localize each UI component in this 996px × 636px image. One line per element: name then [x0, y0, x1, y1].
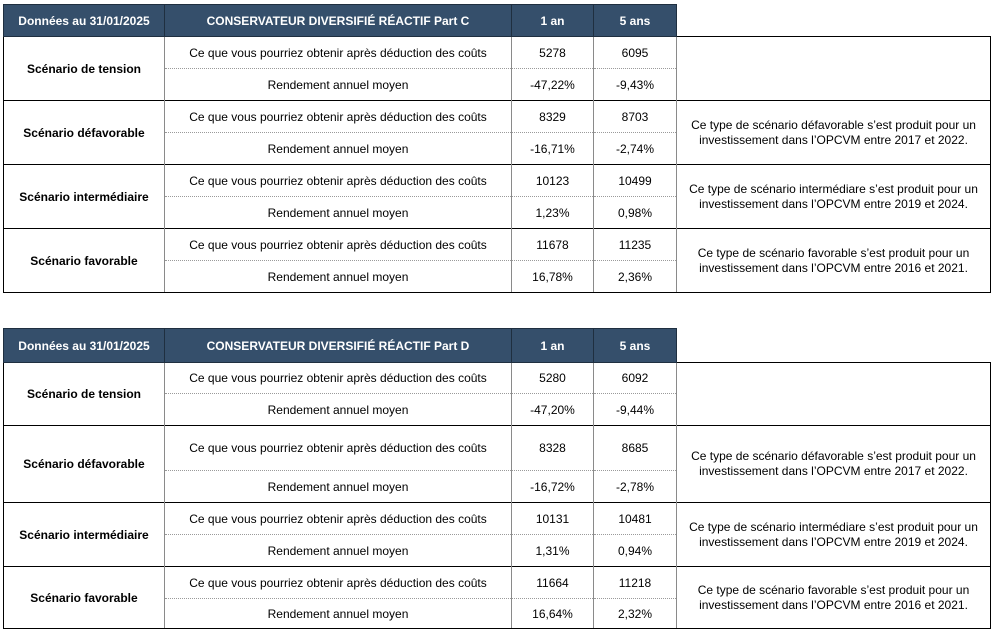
- scenario-note: Ce type de scénario favorable s’est prod…: [676, 228, 991, 293]
- row-label: Rendement annuel moyen: [164, 196, 512, 229]
- row-label: Rendement annuel moyen: [164, 598, 512, 629]
- row-label: Ce que vous pourriez obtenir après déduc…: [164, 502, 512, 535]
- row-label: Ce que vous pourriez obtenir après déduc…: [164, 425, 512, 471]
- table-row: Scénario de tension Ce que vous pourriez…: [3, 362, 991, 426]
- value-5-years: -9,44%: [593, 393, 677, 426]
- value-1-year: -47,22%: [511, 68, 594, 101]
- value-1-year: -16,71%: [511, 132, 594, 165]
- table-row: Scénario de tension Ce que vous pourriez…: [3, 36, 991, 101]
- scenario-note: Ce type de scénario défavorable s’est pr…: [676, 100, 991, 165]
- table-row: Rendement annuel moyen -47,20% -9,44%: [4, 393, 991, 426]
- value-1-year: -47,20%: [511, 393, 594, 426]
- row-label: Rendement annuel moyen: [164, 260, 512, 293]
- value-1-year: 11678: [511, 228, 594, 261]
- value-1-year: 8329: [511, 100, 594, 133]
- value-1-year: 1,23%: [511, 196, 594, 229]
- row-label: Ce que vous pourriez obtenir après déduc…: [164, 228, 512, 261]
- value-1-year: 1,31%: [511, 534, 594, 567]
- row-label: Ce que vous pourriez obtenir après déduc…: [164, 566, 512, 599]
- value-1-year: 16,78%: [511, 260, 594, 293]
- scenario-name: Scénario de tension: [3, 362, 165, 426]
- table-row: Scénario intermédiaire Ce que vous pourr…: [3, 502, 991, 567]
- header-date: Données au 31/01/2025: [3, 4, 165, 37]
- performance-table-part-c: Données au 31/01/2025 CONSERVATEUR DIVER…: [3, 4, 991, 293]
- value-1-year: -16,72%: [511, 470, 594, 503]
- value-1-year: 10123: [511, 164, 594, 197]
- row-label: Rendement annuel moyen: [164, 534, 512, 567]
- value-1-year: 8328: [511, 425, 594, 471]
- header-date: Données au 31/01/2025: [3, 328, 165, 363]
- value-1-year: 5280: [511, 362, 594, 394]
- value-5-years: 11218: [593, 566, 677, 599]
- header-blank: [676, 328, 991, 363]
- scenario-note: Ce type de scénario favorable s’est prod…: [676, 566, 991, 629]
- value-5-years: 8703: [593, 100, 677, 133]
- scenario-name: Scénario défavorable: [3, 100, 165, 165]
- scenario-name: Scénario de tension: [3, 36, 165, 101]
- value-5-years: 11235: [593, 228, 677, 261]
- value-5-years: 10481: [593, 502, 677, 535]
- table-row: Rendement annuel moyen 16,78% 2,36%: [4, 260, 991, 293]
- value-5-years: -2,78%: [593, 470, 677, 503]
- value-5-years: -2,74%: [593, 132, 677, 165]
- row-label: Rendement annuel moyen: [164, 68, 512, 101]
- header-fund-name: CONSERVATEUR DIVERSIFIÉ RÉACTIF Part D: [164, 328, 512, 363]
- value-5-years: 0,98%: [593, 196, 677, 229]
- row-label: Ce que vous pourriez obtenir après déduc…: [164, 36, 512, 69]
- value-5-years: 6092: [593, 362, 677, 394]
- table-row: Rendement annuel moyen -47,22% -9,43%: [4, 68, 991, 101]
- value-1-year: 5278: [511, 36, 594, 69]
- scenario-name: Scénario intermédiaire: [3, 164, 165, 229]
- row-label: Ce que vous pourriez obtenir après déduc…: [164, 362, 512, 394]
- scenario-name: Scénario défavorable: [3, 425, 165, 503]
- table-row: Rendement annuel moyen -16,72% -2,78%: [4, 470, 991, 503]
- table-row: Rendement annuel moyen 1,23% 0,98%: [4, 196, 991, 229]
- header-5-years: 5 ans: [593, 328, 677, 363]
- scenario-name: Scénario intermédiaire: [3, 502, 165, 567]
- header-5-years: 5 ans: [593, 4, 677, 37]
- scenario-name: Scénario favorable: [3, 228, 165, 293]
- row-label: Rendement annuel moyen: [164, 470, 512, 503]
- value-5-years: 2,32%: [593, 598, 677, 629]
- table-row: Scénario défavorable Ce que vous pourrie…: [3, 100, 991, 165]
- value-5-years: 10499: [593, 164, 677, 197]
- table-row: Scénario favorable Ce que vous pourriez …: [3, 228, 991, 293]
- table-row: Rendement annuel moyen 16,64% 2,32%: [4, 598, 991, 629]
- header-blank: [676, 4, 991, 37]
- value-5-years: 2,36%: [593, 260, 677, 293]
- table-row: Scénario défavorable Ce que vous pourrie…: [3, 425, 991, 503]
- scenario-note: Ce type de scénario intermédiare s’est p…: [676, 502, 991, 567]
- value-1-year: 10131: [511, 502, 594, 535]
- scenario-note: [676, 362, 991, 426]
- scenario-note: Ce type de scénario défavorable s’est pr…: [676, 425, 991, 503]
- performance-table-part-d: Données au 31/01/2025 CONSERVATEUR DIVER…: [3, 328, 991, 629]
- row-label: Ce que vous pourriez obtenir après déduc…: [164, 164, 512, 197]
- table-row: Rendement annuel moyen 1,31% 0,94%: [4, 534, 991, 567]
- value-1-year: 16,64%: [511, 598, 594, 629]
- table-row: Scénario intermédiaire Ce que vous pourr…: [3, 164, 991, 229]
- row-label: Rendement annuel moyen: [164, 393, 512, 426]
- header-1-year: 1 an: [511, 4, 594, 37]
- table-row: Scénario favorable Ce que vous pourriez …: [3, 566, 991, 629]
- scenario-name: Scénario favorable: [3, 566, 165, 629]
- value-5-years: -9,43%: [593, 68, 677, 101]
- header-fund-name: CONSERVATEUR DIVERSIFIÉ RÉACTIF Part C: [164, 4, 512, 37]
- scenario-note: Ce type de scénario intermédiare s’est p…: [676, 164, 991, 229]
- table-row: Rendement annuel moyen -16,71% -2,74%: [4, 132, 991, 165]
- value-5-years: 0,94%: [593, 534, 677, 567]
- header-1-year: 1 an: [511, 328, 594, 363]
- value-5-years: 6095: [593, 36, 677, 69]
- value-5-years: 8685: [593, 425, 677, 471]
- row-label: Ce que vous pourriez obtenir après déduc…: [164, 100, 512, 133]
- row-label: Rendement annuel moyen: [164, 132, 512, 165]
- scenario-note: [676, 36, 991, 101]
- value-1-year: 11664: [511, 566, 594, 599]
